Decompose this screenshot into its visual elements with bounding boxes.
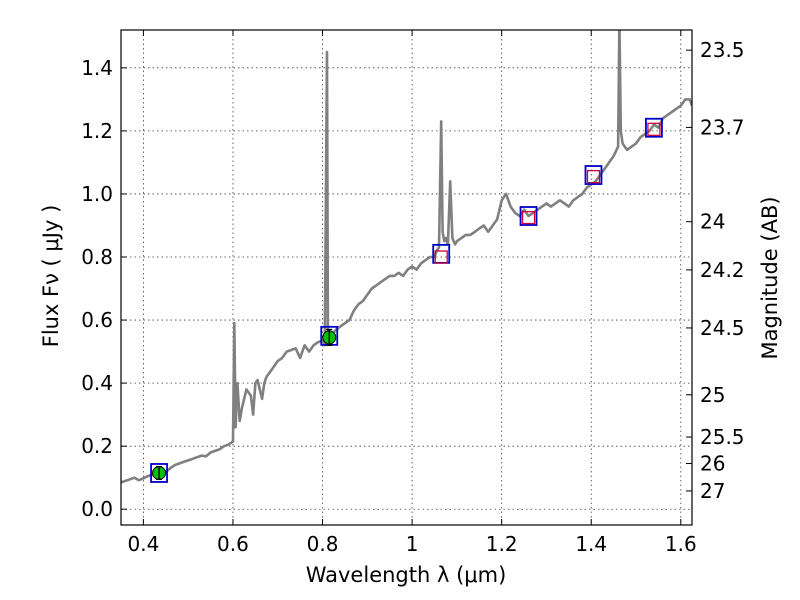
x-tick-label: 1 bbox=[406, 532, 419, 556]
y-tick-label: 1.4 bbox=[81, 56, 113, 80]
y-tick-label: 0.6 bbox=[81, 308, 113, 332]
y2-tick-label: 23.7 bbox=[700, 115, 745, 139]
y-tick-label: 0.8 bbox=[81, 245, 113, 269]
spectrum-layer bbox=[121, 30, 692, 484]
x-tick-label: 0.6 bbox=[217, 532, 249, 556]
upper-limit-marker bbox=[586, 169, 601, 184]
y-tick-label: 1.2 bbox=[81, 119, 113, 143]
spectrum-line bbox=[121, 30, 692, 484]
y2-axis-label: Magnitude (AB) bbox=[758, 196, 782, 359]
y2-tick-label: 25 bbox=[700, 383, 725, 407]
upper-limit-marker bbox=[521, 210, 536, 225]
x-tick-label: 0.8 bbox=[307, 532, 339, 556]
y-tick-label: 0.2 bbox=[81, 434, 113, 458]
x-tick-label: 1.4 bbox=[575, 532, 607, 556]
x-axis-label: Wavelength λ (μm) bbox=[306, 563, 507, 587]
x-tick-label: 0.4 bbox=[127, 532, 159, 556]
model-flux-box bbox=[645, 117, 663, 138]
x-tick-label: 1.6 bbox=[665, 532, 697, 556]
y2-tick-label: 25.5 bbox=[700, 425, 745, 449]
y-tick-label: 1.0 bbox=[81, 182, 113, 206]
y2-tick-label: 24 bbox=[700, 210, 725, 234]
y-tick-label: 0.0 bbox=[81, 497, 113, 521]
photometry-layer bbox=[150, 117, 663, 483]
y2-tick-label: 24.5 bbox=[700, 316, 745, 340]
model-flux-box bbox=[150, 463, 168, 483]
x-tick-label: 1.2 bbox=[486, 532, 518, 556]
y-axis-label: Flux Fν ( μJy ) bbox=[39, 205, 63, 348]
y2-tick-label: 24.2 bbox=[700, 258, 745, 282]
upper-limit-marker bbox=[434, 250, 448, 264]
model-flux-box bbox=[519, 206, 538, 226]
model-flux-box bbox=[584, 165, 603, 185]
y2-tick-label: 26 bbox=[700, 452, 725, 476]
upper-limit-marker bbox=[647, 122, 661, 136]
axes: 0.4 0.6 0.8 1 1.2 1.4 1.6 0.0 0.2 0.4 0.6 0.8 1.0 1.2… bbox=[81, 30, 745, 556]
grid bbox=[121, 30, 692, 525]
plot-frame bbox=[120, 29, 693, 526]
y2-tick-label: 27 bbox=[700, 479, 725, 503]
y2-tick-label: 23.5 bbox=[700, 38, 745, 62]
y-tick-label: 0.4 bbox=[81, 371, 113, 395]
